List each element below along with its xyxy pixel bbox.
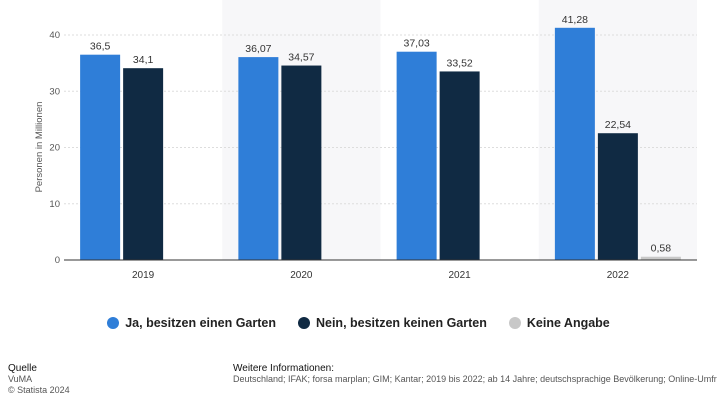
value-label: 22,54 [605, 119, 631, 131]
value-label: 33,52 [446, 57, 472, 69]
x-axis-ticks: 2019 2020 2021 2022 [132, 270, 629, 281]
x-tick-label: 2022 [607, 270, 630, 281]
legend-item-ja[interactable]: Ja, besitzen einen Garten [107, 316, 276, 330]
bar-2019-series-1[interactable] [123, 68, 164, 260]
legend-marker-ja [107, 317, 120, 329]
copyright: © Statista 2024 [8, 385, 70, 395]
value-label: 36,5 [90, 41, 111, 53]
legend-label-ja: Ja, besitzen einen Garten [125, 316, 276, 330]
bar-2022-series-1[interactable] [597, 133, 638, 260]
bar-2019-series-0[interactable] [80, 54, 121, 260]
source-block: Quelle VuMA © Statista 2024 [8, 363, 70, 396]
x-tick-label: 2020 [290, 270, 313, 281]
bar-2022-series-0[interactable] [554, 27, 595, 260]
info-heading: Weitere Informationen: [233, 363, 334, 374]
y-tick-label: 30 [49, 86, 60, 97]
legend-label-nein: Nein, besitzen keinen Garten [315, 316, 487, 330]
value-label: 36,07 [245, 43, 271, 55]
bar-2021-series-1[interactable] [439, 71, 480, 260]
value-label: 0,58 [651, 243, 672, 255]
legend: Ja, besitzen einen Garten Nein, besitzen… [0, 316, 717, 330]
bar-2020-series-1[interactable] [281, 65, 322, 260]
bar-2020-series-0[interactable] [238, 57, 279, 261]
info-block: Weitere Informationen: Deutschland; IFAK… [233, 363, 717, 385]
legend-marker-nein [297, 317, 310, 329]
y-tick-label: 20 [49, 143, 60, 154]
legend-item-keine-angabe[interactable]: Keine Angabe [508, 316, 610, 330]
source-heading: Quelle [8, 363, 37, 374]
source-name[interactable]: VuMA [8, 374, 33, 384]
info-text: Deutschland; IFAK; forsa marplan; GIM; K… [233, 374, 717, 384]
x-tick-label: 2019 [132, 270, 155, 281]
y-axis-ticks: 0 10 20 30 40 [49, 30, 60, 266]
x-tick-label: 2021 [449, 270, 472, 281]
bars [80, 27, 681, 261]
y-tick-label: 40 [49, 30, 60, 41]
gridlines [64, 34, 697, 205]
value-label: 37,03 [403, 38, 429, 50]
value-label: 34,57 [288, 52, 314, 64]
legend-item-nein[interactable]: Nein, besitzen keinen Garten [297, 316, 487, 330]
bar-chart: 36,5 36,07 37,03 41,28 34,1 34,57 33,52 22,54 0,… [34, 13, 697, 281]
value-label: 34,1 [133, 54, 154, 66]
y-axis-label: Personen in Millionen [34, 102, 45, 193]
legend-marker-keine-angabe [508, 317, 521, 329]
value-label: 41,28 [562, 14, 588, 26]
bar-2021-series-0[interactable] [396, 51, 437, 260]
y-tick-label: 10 [49, 199, 60, 210]
y-tick-label: 0 [55, 255, 60, 266]
legend-label-keine-angabe: Keine Angabe [526, 316, 610, 330]
bar-2022-series-2[interactable] [640, 256, 681, 260]
value-labels: 36,5 36,07 37,03 41,28 34,1 34,57 33,52 22,54 0,… [90, 14, 671, 255]
